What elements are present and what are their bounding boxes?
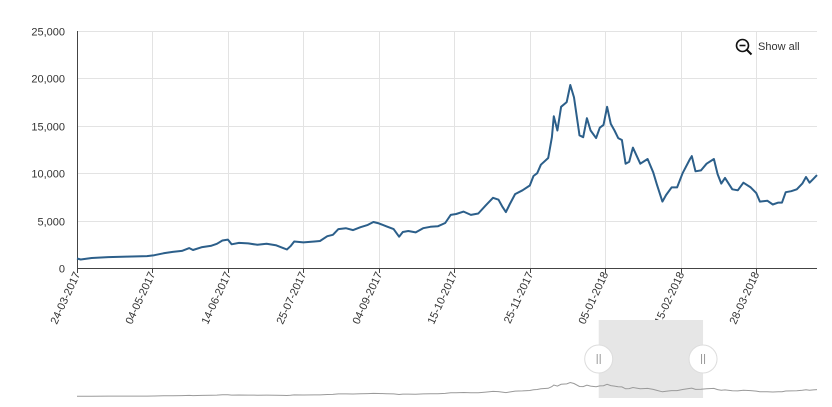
navigator-series-line [77, 381, 818, 397]
navigator[interactable] [77, 320, 818, 398]
price-series-line [76, 84, 818, 261]
y-tick-label: 0 [59, 264, 65, 276]
navigator-handle-right[interactable] [688, 344, 718, 374]
x-tick-label: 05-01-2018 [577, 270, 612, 326]
plot-area [76, 84, 818, 261]
x-tick-label: 15-02-2018 [653, 270, 688, 326]
zoom-out-icon [735, 38, 753, 56]
axes [77, 31, 817, 273]
x-tick-label: 04-09-2017 [351, 270, 386, 326]
x-tick-label: 24-03-2017 [49, 270, 84, 326]
show-all-label: Show all [758, 41, 800, 53]
grid [77, 31, 817, 268]
navigator-selection[interactable] [598, 320, 704, 398]
y-tick-label: 10,000 [31, 169, 65, 181]
y-axis-tick-labels: 0 5,000 10,000 15,000 20,000 25,000 [31, 27, 65, 276]
navigator-handle-left[interactable] [584, 344, 614, 374]
show-all-button[interactable]: Show all [735, 38, 800, 56]
x-tick-label: 25-11-2017 [502, 270, 536, 325]
x-tick-label: 25-07-2017 [275, 270, 310, 326]
y-tick-label: 20,000 [31, 74, 65, 86]
x-axis-tick-labels: 24-03-2017 04-05-2017 14-06-2017 25-07-2017… [49, 270, 763, 326]
y-tick-label: 15,000 [31, 122, 65, 134]
x-tick-label: 14-06-2017 [200, 270, 235, 326]
x-tick-label: 28-03-2018 [728, 270, 763, 326]
y-tick-label: 25,000 [31, 27, 65, 39]
x-tick-label: 04-05-2017 [124, 270, 159, 326]
x-tick-label: 15-10-2017 [426, 270, 461, 326]
y-tick-label: 5,000 [37, 217, 65, 229]
